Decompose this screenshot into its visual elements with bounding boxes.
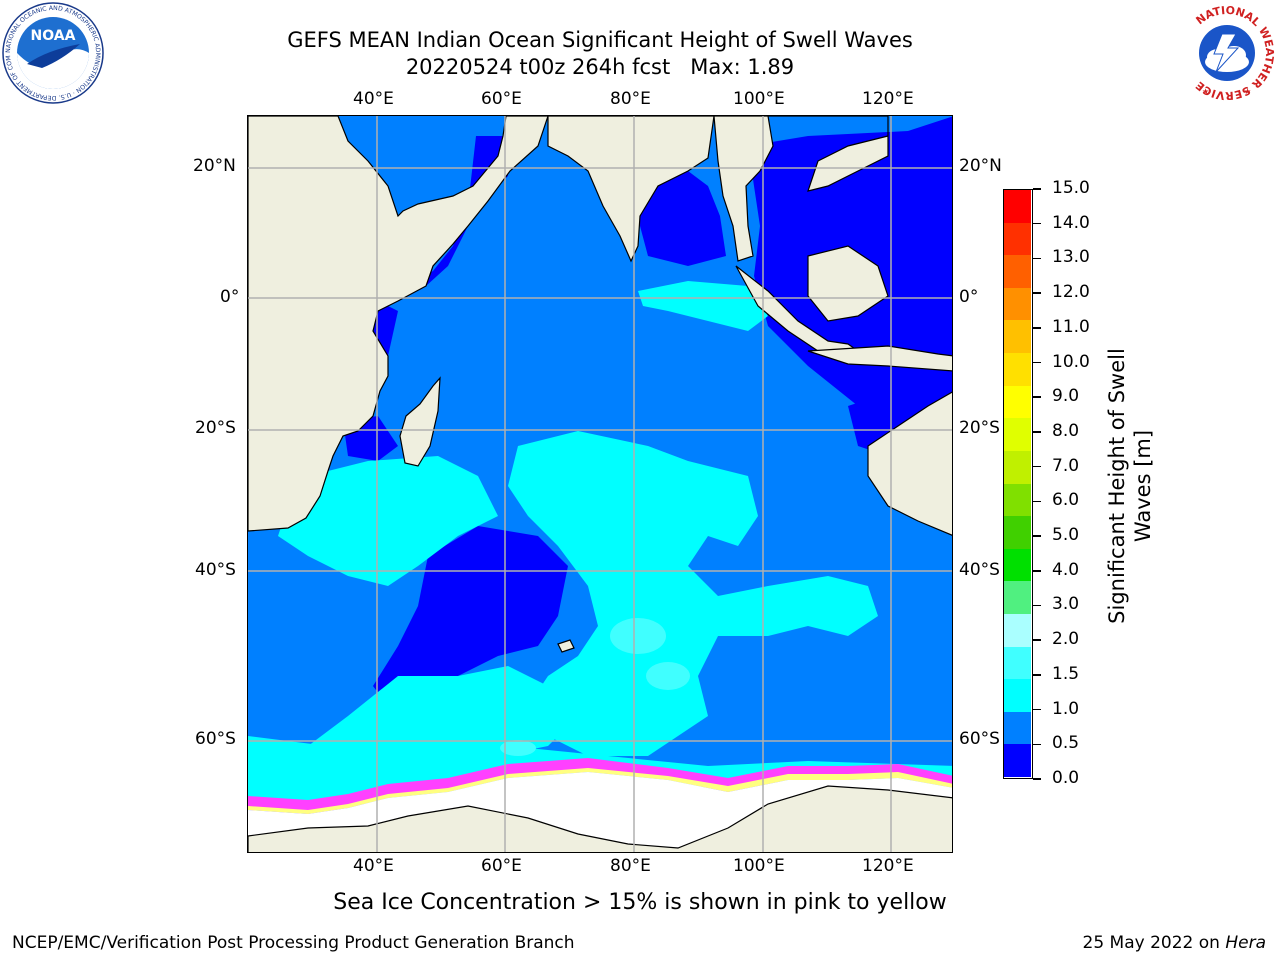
lon-tick-top: 60°E [481,89,522,109]
lat-tick-right: 40°S [959,560,1000,580]
colorbar-tick-mark [1033,465,1041,468]
colorbar-tick-label: 14.0 [1052,212,1090,233]
colorbar-tick-label: 7.0 [1052,455,1080,476]
colorbar-label-line2: Waves [m] [1131,429,1155,543]
map-canvas [248,116,952,852]
svg-text:★: ★ [1202,87,1209,96]
colorbar-segment [1004,744,1031,778]
lat-tick-left: 60°S [195,729,236,749]
footer-date-text: 25 May 2022 on [1082,933,1226,953]
colorbar-tick-mark [1033,431,1041,433]
colorbar-tick-mark [1033,188,1041,190]
colorbar-tick-label: 1.5 [1052,663,1080,684]
map-grid [248,116,952,852]
colorbar-tick-mark [1033,500,1041,503]
swell-1.5-2.0-regions [500,618,690,756]
lon-tick-bottom: 100°E [733,856,785,876]
svg-text:NOAA: NOAA [31,28,76,44]
colorbar-segment [1004,353,1031,387]
colorbar-tick-label: 12.0 [1052,282,1090,303]
colorbar-label-line1: Significant Height of Swell [1105,348,1129,624]
lat-tick-right: 60°S [959,729,1000,749]
lat-tick-right: 20°N [959,156,1002,176]
svg-text:★: ★ [1244,87,1251,96]
lon-tick-top: 120°E [862,89,914,109]
colorbar-segment [1004,255,1031,289]
colorbar-segment [1004,222,1031,256]
footer-host: Hera [1225,933,1266,953]
map-subtitle: 20220524 t00z 264h fcst Max: 1.89 [405,55,795,79]
colorbar-segment [1004,581,1031,615]
colorbar-tick-label: 13.0 [1052,247,1090,268]
colorbar-tick-label: 0.0 [1052,768,1080,788]
colorbar-tick-label: 1.0 [1052,698,1080,719]
colorbar-segment [1004,190,1031,224]
map-panel [247,115,953,853]
noaa-logo: NOAA NATIONAL OCEANIC AND ATMOSPHERIC AD… [0,0,104,104]
colorbar-segment [1004,385,1031,419]
colorbar-tick-label: 2.0 [1052,629,1080,650]
footer-credit: NCEP/EMC/Verification Post Processing Pr… [12,933,575,953]
colorbar-tick-mark [1033,674,1041,676]
colorbar-tick-label: 3.0 [1052,594,1080,615]
nws-logo: NATIONAL WEATHER SERVICE ★ ★ [1176,2,1278,104]
colorbar-tick-label: 0.5 [1052,733,1080,754]
colorbar-segment [1004,418,1031,452]
colorbar-tick-mark [1033,257,1041,260]
colorbar-tick-label: 6.0 [1052,490,1080,511]
colorbar-tick-mark [1033,639,1041,641]
lat-tick-right: 20°S [959,418,1000,438]
colorbar-tick-label: 8.0 [1052,420,1080,441]
colorbar-tick-mark [1033,743,1041,746]
lon-tick-top: 40°E [353,89,394,109]
colorbar-segment [1004,646,1031,680]
colorbar-tick-mark [1033,570,1041,572]
lat-tick-left: 40°S [195,560,236,580]
colorbar-segment [1004,548,1031,582]
lon-tick-bottom: 60°E [481,856,522,876]
colorbar-tick-mark [1033,222,1041,225]
lat-tick-left: 20°S [195,418,236,438]
colorbar-segment [1004,613,1031,648]
sea-ice-note: Sea Ice Concentration > 15% is shown in … [333,890,947,915]
lat-tick-left: 0° [220,287,240,307]
map-title: GEFS MEAN Indian Ocean Significant Heigh… [287,28,913,52]
colorbar-segment [1004,287,1031,321]
land-masses [248,116,952,852]
colorbar-segment [1004,516,1031,550]
colorbar-tick-mark [1033,535,1041,537]
lon-tick-bottom: 120°E [862,856,914,876]
lon-tick-top: 80°E [610,89,651,109]
lon-tick-bottom: 80°E [610,856,651,876]
colorbar-tick-label: 11.0 [1052,316,1090,337]
colorbar-tick-label: 5.0 [1052,525,1080,546]
colorbar-tick-mark [1033,327,1041,329]
colorbar-tick-mark [1033,396,1041,398]
colorbar-tick-mark [1033,604,1041,607]
colorbar-tick-mark [1033,778,1041,780]
colorbar-segment [1004,483,1031,517]
colorbar-tick-label: 10.0 [1052,351,1090,372]
colorbar-tick-label: 4.0 [1052,559,1080,580]
colorbar-segment [1004,320,1031,354]
colorbar-tick-mark [1033,292,1041,294]
colorbar-tick-mark [1033,361,1041,364]
colorbar [1003,189,1033,779]
colorbar-tick-mark [1033,708,1041,711]
lon-tick-bottom: 40°E [353,856,394,876]
colorbar-segment [1004,711,1031,745]
lon-tick-top: 100°E [733,89,785,109]
lat-tick-right: 0° [959,287,979,307]
colorbar-segment [1004,679,1031,713]
colorbar-segment [1004,450,1031,484]
lat-tick-left: 20°N [193,156,236,176]
colorbar-tick-label: 15.0 [1052,178,1090,198]
footer-date: 25 May 2022 on Hera [1083,933,1267,953]
colorbar-label: Significant Height of Swell Waves [m] [1104,341,1156,631]
colorbar-tick-label: 9.0 [1052,386,1080,407]
